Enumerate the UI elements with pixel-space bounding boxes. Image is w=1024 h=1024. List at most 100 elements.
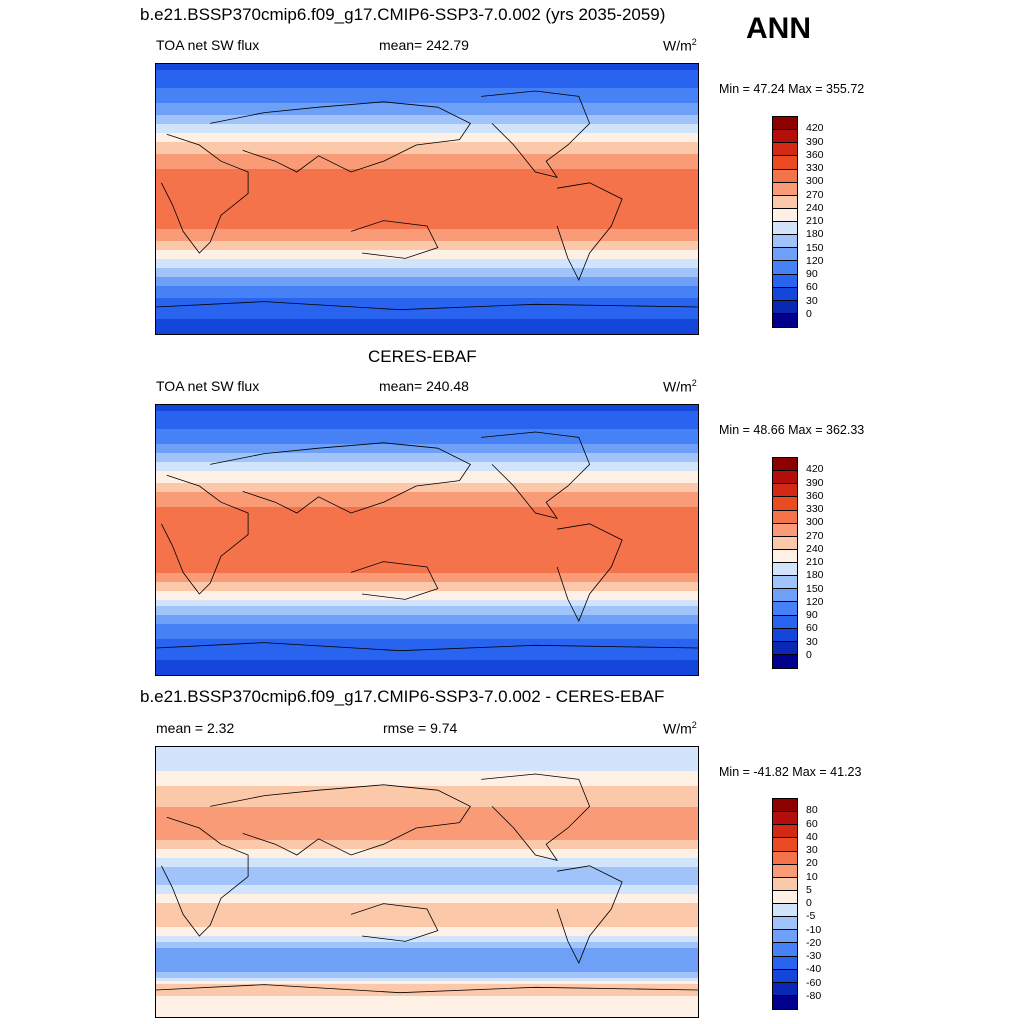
map-latitude-band <box>156 444 698 448</box>
map-latitude-band <box>156 292 698 296</box>
map-latitude-band <box>156 316 698 320</box>
map-latitude-band <box>156 609 698 613</box>
map-latitude-band <box>156 304 698 308</box>
panel-2-mean-label: mean= 240.48 <box>379 378 469 394</box>
map-latitude-band <box>156 762 698 766</box>
map-latitude-band <box>156 945 698 949</box>
map-latitude-band <box>156 76 698 80</box>
colorbar-segment <box>773 169 797 183</box>
map-latitude-band <box>156 756 698 760</box>
map-latitude-band <box>156 588 698 592</box>
map-latitude-band <box>156 91 698 95</box>
map-latitude-band <box>156 993 698 997</box>
colorbar-segment <box>773 956 797 970</box>
colorbar-tick-label: 180 <box>806 228 824 241</box>
map-latitude-band <box>156 118 698 122</box>
colorbar-tick-label: -5 <box>806 910 816 923</box>
map-latitude-band <box>156 663 698 667</box>
map-latitude-band <box>156 256 698 260</box>
map-latitude-band <box>156 753 698 757</box>
map-latitude-band <box>156 160 698 164</box>
map-latitude-band <box>156 513 698 517</box>
colorbar-tick-label: 0 <box>806 897 812 909</box>
colorbar-segment <box>773 628 797 642</box>
map-latitude-band <box>156 1005 698 1009</box>
map-coastline <box>481 431 591 520</box>
colorbar-segment <box>773 602 797 616</box>
panel-3-units-sup: 2 <box>691 720 697 730</box>
map-latitude-band <box>156 184 698 188</box>
map-latitude-band <box>156 271 698 275</box>
map-latitude-band <box>156 501 698 505</box>
map-latitude-band <box>156 783 698 787</box>
colorbar-segment <box>773 982 797 996</box>
map-coastline <box>481 90 591 179</box>
map-latitude-band <box>156 453 698 457</box>
map-latitude-band <box>156 265 698 269</box>
map-latitude-band <box>156 660 698 664</box>
map-coastline <box>210 442 471 514</box>
map-latitude-band <box>156 795 698 799</box>
map-latitude-band <box>156 906 698 910</box>
map-latitude-band <box>156 325 698 329</box>
map-latitude-band <box>156 834 698 838</box>
map-latitude-band <box>156 516 698 520</box>
map-latitude-band <box>156 471 698 475</box>
colorbar-tick-label: 360 <box>806 489 824 502</box>
colorbar-tick-label: 180 <box>806 569 824 582</box>
map-latitude-band <box>156 202 698 206</box>
map-latitude-band <box>156 489 698 493</box>
map-latitude-band <box>156 519 698 523</box>
colorbar-tick-label: 420 <box>806 122 824 135</box>
map-latitude-band <box>156 408 698 412</box>
map-latitude-band <box>156 777 698 781</box>
map-latitude-band <box>156 504 698 508</box>
map-latitude-band <box>156 268 698 272</box>
map-latitude-band <box>156 918 698 922</box>
map-latitude-band <box>156 1008 698 1012</box>
map-latitude-band <box>156 855 698 859</box>
map-latitude-band <box>156 894 698 898</box>
colorbar-tick-label: 10 <box>806 870 818 883</box>
colorbar-segment <box>773 536 797 550</box>
panel-2-colorbar <box>772 457 798 669</box>
colorbar-segment <box>773 969 797 983</box>
map-latitude-band <box>156 298 698 302</box>
map-latitude-band <box>156 612 698 616</box>
colorbar-segment <box>773 995 797 1009</box>
map-latitude-band <box>156 136 698 140</box>
map-latitude-band <box>156 981 698 985</box>
map-latitude-band <box>156 789 698 793</box>
map-latitude-band <box>156 927 698 931</box>
map-latitude-band <box>156 109 698 113</box>
map-latitude-band <box>156 85 698 89</box>
map-latitude-band <box>156 774 698 778</box>
map-latitude-band <box>156 999 698 1003</box>
map-latitude-band <box>156 960 698 964</box>
map-latitude-band <box>156 597 698 601</box>
map-latitude-band <box>156 618 698 622</box>
map-latitude-band <box>156 840 698 844</box>
map-latitude-band <box>156 534 698 538</box>
map-latitude-band <box>156 804 698 808</box>
panel-2-units: W/m2 <box>663 378 697 395</box>
map-latitude-band <box>156 507 698 511</box>
colorbar-segment <box>773 274 797 288</box>
map-latitude-band <box>156 313 698 317</box>
colorbar-tick-label: 360 <box>806 148 824 161</box>
colorbar-segment <box>773 549 797 563</box>
map-latitude-band <box>156 879 698 883</box>
map-latitude-band <box>156 426 698 430</box>
map-coastline <box>556 182 623 281</box>
map-latitude-band <box>156 208 698 212</box>
map-latitude-band <box>156 603 698 607</box>
map-latitude-band <box>156 852 698 856</box>
map-latitude-band <box>156 103 698 107</box>
panel-2-units-sup: 2 <box>691 378 697 388</box>
colorbar-tick-label: 20 <box>806 857 818 870</box>
map-latitude-band <box>156 405 698 409</box>
map-latitude-band <box>156 474 698 478</box>
map-latitude-band <box>156 582 698 586</box>
colorbar-segment <box>773 890 797 904</box>
map-latitude-band <box>156 978 698 982</box>
